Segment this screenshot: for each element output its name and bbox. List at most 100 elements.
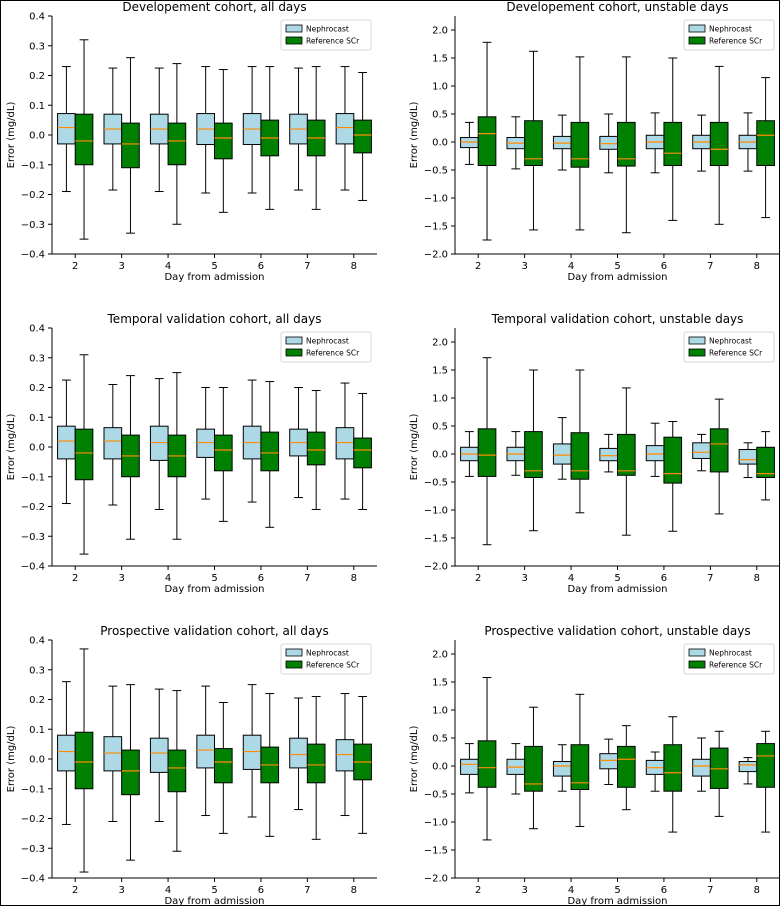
legend-swatch <box>688 648 706 657</box>
iqr-box <box>121 122 140 169</box>
x-tick-label: 5 <box>211 885 217 896</box>
iqr-box <box>103 736 123 772</box>
y-tick-label: −1.0 <box>424 194 448 205</box>
box-reference-scr-day-2 <box>477 677 497 841</box>
box-nephrocast-day-6 <box>242 66 262 194</box>
y-tick-label: −0.1 <box>21 160 45 171</box>
iqr-box <box>460 758 479 775</box>
iqr-box <box>57 734 76 772</box>
box-nephrocast-day-8 <box>335 693 355 817</box>
box-nephrocast-day-8 <box>738 112 758 172</box>
y-tick-label: 0.0 <box>29 131 45 142</box>
box-reference-scr-day-2 <box>74 648 94 873</box>
iqr-box <box>167 749 187 793</box>
y-axis-label: Error (mg/dL) <box>6 726 17 793</box>
y-tick-label: −0.1 <box>21 784 45 795</box>
y-tick-label: −0.2 <box>21 502 45 513</box>
iqr-box <box>196 428 216 458</box>
box-nephrocast-day-7 <box>692 433 711 472</box>
iqr-box <box>738 761 758 773</box>
x-tick-label: 3 <box>118 573 124 584</box>
y-axis-label: Error (mg/dL) <box>6 414 17 481</box>
y-tick-label: −0.1 <box>21 472 45 483</box>
box-reference-scr-day-6 <box>663 57 683 221</box>
y-tick-label: −0.2 <box>21 190 45 201</box>
iqr-box <box>617 121 636 167</box>
y-tick-label: 0.3 <box>29 41 45 52</box>
box-reference-scr-day-4 <box>570 369 590 514</box>
iqr-box <box>663 744 683 792</box>
y-tick-label: −0.3 <box>21 532 45 543</box>
y-tick-label: −2.0 <box>424 562 448 573</box>
iqr-box <box>167 122 187 166</box>
x-tick-label: 3 <box>521 573 527 584</box>
box-reference-scr-day-5 <box>214 69 233 213</box>
y-tick-label: 0.0 <box>29 755 45 766</box>
y-tick-label: −0.4 <box>21 250 45 261</box>
iqr-box <box>260 431 280 472</box>
box-nephrocast-day-3 <box>103 67 123 191</box>
y-tick-label: −2.0 <box>424 874 448 885</box>
chart-title: Developement cohort, unstable days <box>506 0 728 14</box>
box-reference-scr-day-3 <box>121 57 140 234</box>
iqr-box <box>353 119 372 154</box>
iqr-box <box>692 758 711 777</box>
x-tick-label: 8 <box>351 573 357 584</box>
legend-frame <box>683 643 775 675</box>
box-reference-scr-day-2 <box>477 41 497 241</box>
iqr-box <box>306 431 326 466</box>
x-tick-label: 4 <box>568 885 574 896</box>
iqr-box <box>756 743 775 788</box>
chart-panel-5: Prospective validation cohort, all days −… <box>6 624 377 906</box>
box-reference-scr-day-7 <box>709 730 729 817</box>
box-reference-scr-day-8 <box>353 392 372 510</box>
box-reference-scr-day-6 <box>260 381 280 528</box>
box-reference-scr-day-3 <box>121 375 140 540</box>
legend-frame <box>683 331 775 363</box>
box-nephrocast-day-3 <box>103 685 123 822</box>
x-tick-label: 4 <box>568 261 574 272</box>
box-nephrocast-day-4 <box>552 114 572 171</box>
box-nephrocast-day-3 <box>506 431 526 476</box>
x-tick-label: 6 <box>661 573 667 584</box>
iqr-box <box>570 744 590 791</box>
box-nephrocast-day-3 <box>506 116 526 170</box>
iqr-box <box>524 120 543 167</box>
iqr-box <box>524 431 543 479</box>
legend: Nephrocast Reference SCr <box>280 331 372 363</box>
box-nephrocast-day-5 <box>196 66 216 194</box>
y-tick-label: 0.4 <box>29 324 45 335</box>
box-nephrocast-day-6 <box>645 112 665 174</box>
x-tick-label: 8 <box>754 885 760 896</box>
box-reference-scr-day-3 <box>524 369 543 532</box>
y-tick-label: 1.0 <box>432 82 448 93</box>
y-tick-label: −0.4 <box>21 874 45 885</box>
iqr-box <box>214 748 233 784</box>
x-tick-label: 6 <box>258 885 264 896</box>
legend-swatch <box>688 336 706 345</box>
y-tick-label: 0.1 <box>29 413 45 424</box>
y-axis-label: Error (mg/dL) <box>409 414 420 481</box>
x-tick-label: 5 <box>211 261 217 272</box>
iqr-box <box>74 113 94 166</box>
iqr-box <box>617 745 636 788</box>
box-nephrocast-day-6 <box>242 379 262 503</box>
iqr-box <box>477 740 497 788</box>
legend-swatch <box>688 660 706 669</box>
box-reference-scr-day-3 <box>524 706 543 830</box>
x-tick-label: 7 <box>304 261 310 272</box>
box-reference-scr-day-4 <box>167 372 187 540</box>
x-tick-label: 7 <box>707 885 713 896</box>
box-reference-scr-day-6 <box>663 421 683 532</box>
box-nephrocast-day-7 <box>692 737 711 792</box>
box-reference-scr-day-4 <box>167 63 187 225</box>
x-tick-label: 6 <box>661 261 667 272</box>
y-tick-label: 0.0 <box>29 443 45 454</box>
y-tick-label: 1.0 <box>432 394 448 405</box>
legend-label: Reference SCr <box>709 661 763 670</box>
x-axis-label: Day from admission <box>164 896 264 906</box>
y-axis-label: Error (mg/dL) <box>409 726 420 793</box>
box-reference-scr-day-8 <box>756 77 775 219</box>
iqr-box <box>756 446 775 479</box>
